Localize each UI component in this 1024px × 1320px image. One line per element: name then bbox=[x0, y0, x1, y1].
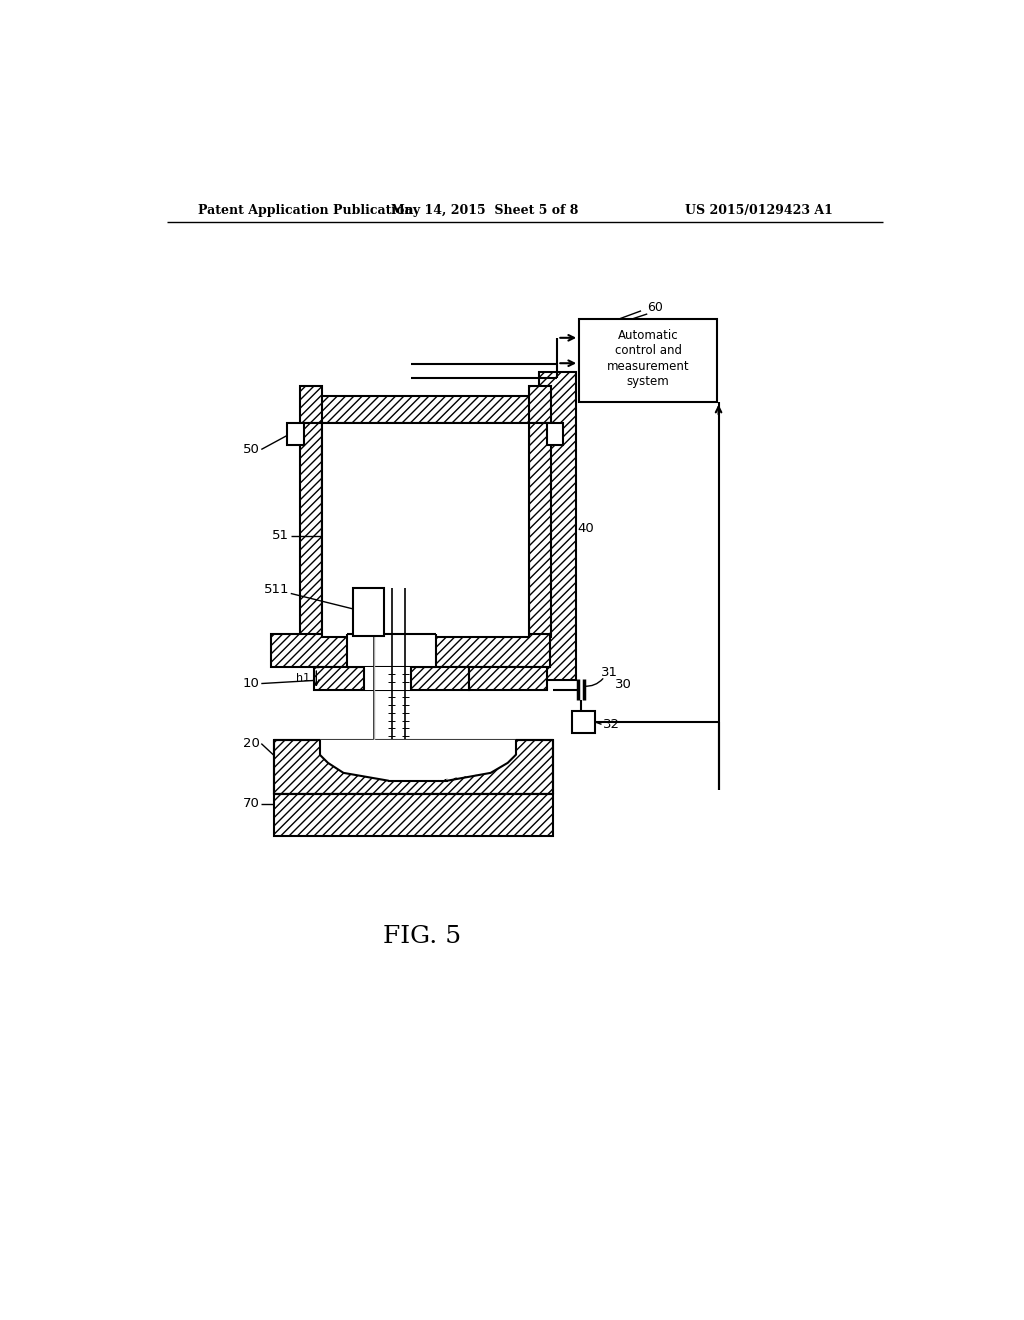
Bar bbox=[310, 396, 537, 422]
Text: Patent Application Publication: Patent Application Publication bbox=[198, 205, 414, 218]
Polygon shape bbox=[321, 739, 515, 780]
Text: system: system bbox=[627, 375, 670, 388]
Bar bbox=[314, 667, 469, 689]
Text: 51: 51 bbox=[272, 529, 289, 543]
Bar bbox=[273, 793, 553, 836]
Text: 20: 20 bbox=[243, 737, 260, 750]
Bar bbox=[529, 422, 551, 636]
Bar bbox=[365, 667, 411, 689]
Text: 40: 40 bbox=[578, 521, 594, 535]
Text: 32: 32 bbox=[603, 718, 621, 731]
Bar bbox=[352, 589, 384, 636]
Text: 30: 30 bbox=[614, 677, 632, 690]
Text: 511: 511 bbox=[264, 583, 289, 597]
Bar bbox=[322, 422, 529, 636]
Bar bbox=[352, 611, 384, 636]
Text: h1: h1 bbox=[296, 673, 310, 684]
Bar bbox=[547, 424, 563, 445]
Bar bbox=[572, 711, 595, 733]
Text: 31: 31 bbox=[601, 667, 617, 680]
Bar bbox=[539, 372, 575, 681]
Bar bbox=[300, 422, 322, 636]
Bar bbox=[346, 635, 435, 667]
Bar bbox=[469, 667, 547, 689]
Text: 60: 60 bbox=[647, 301, 664, 314]
Text: FIG. 5: FIG. 5 bbox=[383, 924, 462, 948]
Bar bbox=[300, 385, 322, 422]
Bar bbox=[273, 739, 553, 793]
Text: control and: control and bbox=[614, 345, 682, 358]
Text: measurement: measurement bbox=[606, 360, 689, 372]
Text: 10: 10 bbox=[243, 677, 260, 690]
Text: May 14, 2015  Sheet 5 of 8: May 14, 2015 Sheet 5 of 8 bbox=[391, 205, 579, 218]
Bar bbox=[529, 385, 551, 422]
Bar bbox=[322, 447, 407, 589]
Text: 50: 50 bbox=[243, 444, 260, 455]
Bar bbox=[322, 422, 529, 636]
Bar bbox=[271, 635, 550, 667]
Text: 70: 70 bbox=[243, 797, 260, 810]
Text: Automatic: Automatic bbox=[617, 329, 678, 342]
Bar bbox=[579, 318, 717, 401]
Text: US 2015/0129423 A1: US 2015/0129423 A1 bbox=[685, 205, 834, 218]
Bar bbox=[287, 424, 304, 445]
